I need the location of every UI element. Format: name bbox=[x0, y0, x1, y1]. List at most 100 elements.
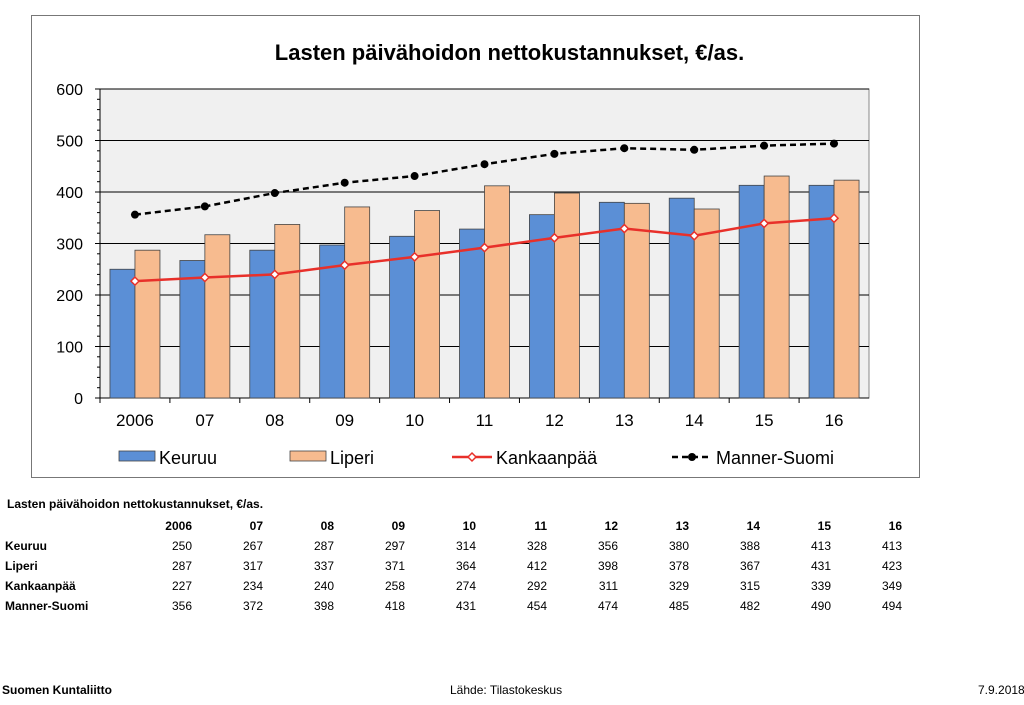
x-tick-label: 14 bbox=[685, 411, 704, 430]
table-cell: 287 bbox=[171, 559, 192, 573]
table-title: Lasten päivähoidon nettokustannukset, €/… bbox=[7, 497, 264, 511]
table-cell: 431 bbox=[455, 599, 476, 613]
table-cell: 413 bbox=[881, 539, 902, 553]
bar-liperi bbox=[274, 224, 301, 399]
marker-kankaanpaa bbox=[689, 230, 700, 241]
table-column-header: 11 bbox=[534, 519, 547, 533]
y-tick-label: 500 bbox=[56, 134, 83, 151]
table-column-header: 09 bbox=[391, 519, 405, 533]
bar-liperi bbox=[204, 234, 231, 399]
table-body: Keuruu 250 267 287 297 314 328 356 380 388 413 413 L… bbox=[5, 536, 902, 616]
x-tick-label: 11 bbox=[476, 411, 494, 430]
table-column-header: 10 bbox=[462, 519, 476, 533]
bar-keuruu bbox=[249, 249, 276, 399]
legend-label: Liperi bbox=[330, 448, 374, 468]
table-cell: 349 bbox=[881, 579, 902, 593]
table-cell: 227 bbox=[171, 579, 192, 593]
chart-frame: Lasten päivähoidon nettokustannukset, €/… bbox=[31, 15, 920, 478]
table-corner bbox=[5, 516, 121, 536]
table-cell: 315 bbox=[739, 579, 760, 593]
x-tick-label: 07 bbox=[195, 411, 214, 430]
table-row-label: Liperi bbox=[5, 559, 38, 573]
bar-liperi bbox=[833, 179, 860, 399]
footer-source: Lähde: Tilastokeskus bbox=[450, 683, 563, 697]
table-column-header: 07 bbox=[249, 519, 263, 533]
bar-liperi bbox=[554, 192, 580, 399]
x-tick-label: 10 bbox=[405, 411, 424, 430]
table-row-label: Manner-Suomi bbox=[5, 599, 89, 613]
table-cell: 482 bbox=[739, 599, 760, 613]
table-cell: 328 bbox=[526, 539, 547, 553]
bar-liperi bbox=[763, 175, 790, 399]
x-tick-label: 12 bbox=[545, 411, 564, 430]
marker-manner-suomi bbox=[480, 160, 489, 169]
table-cell: 378 bbox=[668, 559, 689, 573]
table-row: Manner-Suomi 356 372 398 418 431 454 474 485 482 4… bbox=[5, 596, 902, 616]
x-tick-label: 13 bbox=[615, 411, 634, 430]
bar-liperi bbox=[623, 202, 650, 399]
table-cell: 380 bbox=[668, 539, 689, 553]
table-cell: 485 bbox=[668, 599, 689, 613]
table-cell: 413 bbox=[810, 539, 831, 553]
table-cell: 364 bbox=[455, 559, 476, 573]
marker-kankaanpaa bbox=[619, 223, 630, 234]
marker-kankaanpaa bbox=[199, 272, 210, 283]
legend-label: Kankaanpää bbox=[496, 448, 598, 468]
marker-manner-suomi bbox=[340, 178, 349, 187]
marker-manner-suomi bbox=[550, 149, 559, 158]
y-tick-label: 600 bbox=[56, 82, 83, 99]
marker-kankaanpaa bbox=[409, 251, 420, 262]
chart-title: Lasten päivähoidon nettokustannukset, €/… bbox=[275, 40, 744, 65]
bar-keuruu bbox=[389, 235, 415, 399]
table-cell: 250 bbox=[171, 539, 192, 553]
table-column-header: 08 bbox=[320, 519, 334, 533]
legend-marker bbox=[466, 451, 478, 463]
marker-kankaanpaa bbox=[129, 276, 141, 287]
marker-manner-suomi bbox=[620, 144, 629, 153]
data-table: 2006 07 08 09 10 11 12 13 14 15 16 Keuruu 250 267 287… bbox=[5, 516, 902, 616]
legend-swatch bbox=[118, 450, 156, 462]
marker-manner-suomi bbox=[200, 202, 209, 211]
table-cell: 474 bbox=[597, 599, 618, 613]
marker-kankaanpaa bbox=[269, 269, 280, 280]
bar-liperi bbox=[693, 208, 720, 399]
bar-liperi bbox=[134, 249, 161, 399]
table-cell: 329 bbox=[668, 579, 689, 593]
table-cell: 356 bbox=[597, 539, 618, 553]
footer-date: 7.9.2018 bbox=[978, 683, 1024, 697]
marker-manner-suomi bbox=[270, 189, 279, 198]
marker-manner-suomi bbox=[760, 141, 769, 150]
y-tick-label: 200 bbox=[56, 288, 83, 305]
table-row: Kankaanpää 227 234 240 258 274 292 311 329 315 339… bbox=[5, 576, 902, 596]
table-cell: 431 bbox=[810, 559, 831, 573]
bar-liperi bbox=[484, 185, 510, 399]
marker-kankaanpaa bbox=[759, 218, 770, 229]
y-tick-label: 0 bbox=[74, 391, 83, 408]
bar-keuruu bbox=[109, 268, 136, 399]
x-tick-label: 16 bbox=[825, 411, 844, 430]
table-cell: 372 bbox=[242, 599, 263, 613]
bar-liperi bbox=[414, 210, 440, 399]
table-cell: 454 bbox=[526, 599, 547, 613]
table-cell: 267 bbox=[242, 539, 263, 553]
marker-kankaanpaa bbox=[828, 213, 840, 224]
table-cell: 423 bbox=[881, 559, 902, 573]
table-cell: 234 bbox=[242, 579, 263, 593]
marker-kankaanpaa bbox=[479, 242, 490, 253]
table-cell: 398 bbox=[313, 599, 334, 613]
table-cell: 388 bbox=[739, 539, 760, 553]
table-cell: 292 bbox=[526, 579, 547, 593]
table-column-header: 12 bbox=[604, 519, 618, 533]
marker-kankaanpaa bbox=[339, 260, 350, 271]
table-row-label: Keuruu bbox=[5, 539, 47, 553]
y-tick-label: 100 bbox=[56, 340, 83, 357]
table-cell: 412 bbox=[526, 559, 547, 573]
table-cell: 494 bbox=[881, 599, 902, 613]
footer-organization: Suomen Kuntaliitto bbox=[2, 683, 112, 697]
table-cell: 240 bbox=[313, 579, 334, 593]
x-tick-label: 2006 bbox=[116, 411, 154, 430]
legend-label: Manner-Suomi bbox=[716, 448, 834, 468]
table-cell: 258 bbox=[384, 579, 405, 593]
marker-manner-suomi bbox=[830, 139, 839, 148]
table-cell: 274 bbox=[455, 579, 476, 593]
